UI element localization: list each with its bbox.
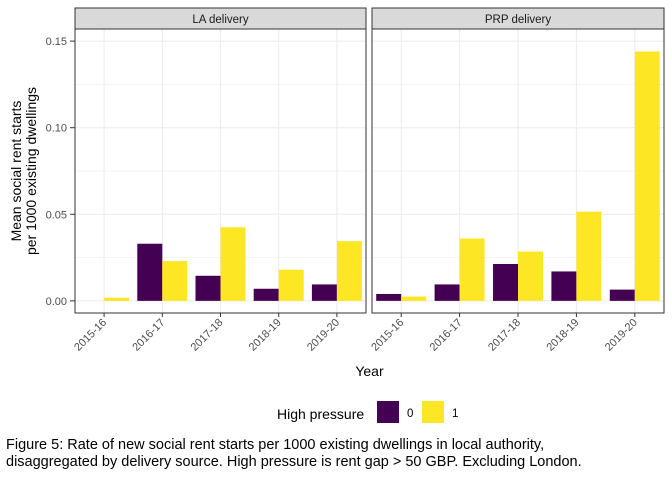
legend-key-0 (377, 401, 399, 423)
facet-strip-label: LA delivery (192, 14, 249, 26)
x-tick-label: 2017-18 (486, 317, 523, 354)
y-tick-label: 0.00 (46, 296, 67, 308)
bar-la-2016-17-pressure-1 (162, 261, 188, 301)
bar-prp-2018-19-pressure-1 (576, 211, 602, 301)
facet-strip-label: PRP delivery (485, 14, 552, 26)
y-tick-label: 0.05 (46, 209, 67, 221)
bar-la-2017-18-pressure-1 (220, 227, 246, 301)
x-tick-label: 2016-17 (130, 317, 167, 354)
x-tick-label: 2015-16 (369, 317, 406, 354)
y-tick-label: 0.15 (46, 36, 67, 48)
bar-prp-2015-16-pressure-0 (376, 293, 402, 301)
legend-key-1 (422, 401, 444, 423)
faceted-bar-chart: 0.00 0.05 0.10 0.15 LA delivery 2015-16 2016-1… (8, 7, 665, 423)
bar-la-2017-18-pressure-0 (195, 275, 221, 301)
bar-prp-2016-17-pressure-1 (459, 238, 485, 301)
y-axis-title-line: Mean social rent starts (8, 101, 24, 242)
legend-title: High pressure (277, 406, 364, 422)
bar-la-2016-17-pressure-0 (137, 243, 163, 301)
x-tick-label: 2017-18 (189, 317, 226, 354)
bar-la-2019-20-pressure-0 (311, 284, 337, 301)
y-tick-label: 0.10 (46, 123, 67, 135)
bar-prp-2016-17-pressure-0 (434, 284, 460, 301)
legend-label-1: 1 (452, 408, 458, 420)
x-tick-label: 2018-19 (247, 317, 284, 354)
x-tick-label: 2015-16 (72, 317, 109, 354)
y-axis-title: Mean social rent startsper 1000 existing… (8, 87, 39, 255)
figure-caption: Figure 5: Rate of new social rent starts… (6, 437, 582, 470)
x-tick-label: 2016-17 (428, 317, 465, 354)
bar-prp-2019-20-pressure-1 (634, 51, 660, 301)
bar-la-2019-20-pressure-1 (336, 241, 362, 301)
bar-la-2015-16-pressure-1 (104, 297, 130, 301)
x-tick-label: 2018-19 (544, 317, 581, 354)
bar-la-2018-19-pressure-0 (253, 288, 279, 301)
x-tick-label: 2019-20 (305, 317, 342, 354)
bar-prp-2017-18-pressure-1 (518, 251, 543, 301)
bar-prp-2017-18-pressure-0 (493, 263, 518, 301)
bar-prp-2015-16-pressure-1 (401, 296, 427, 301)
bar-prp-2019-20-pressure-0 (609, 289, 635, 301)
bar-prp-2018-19-pressure-0 (551, 271, 577, 301)
y-axis-title-line: per 1000 existing dwellings (23, 87, 39, 255)
x-tick-label: 2019-20 (603, 317, 640, 354)
bar-la-2018-19-pressure-1 (278, 269, 304, 301)
legend-label-0: 0 (407, 408, 413, 420)
x-axis-title: Year (355, 363, 384, 379)
